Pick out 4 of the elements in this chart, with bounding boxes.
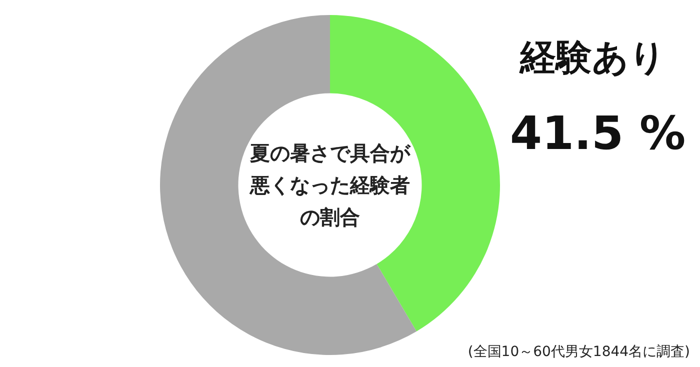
data-label: 41.5 % [510, 106, 686, 160]
text: (全国10～60代男女1844名に調査) [468, 344, 690, 360]
slice-label: 経験あり [519, 38, 666, 78]
text: 夏の暑さで具合が悪くなった経験者の割合 [249, 141, 411, 229]
